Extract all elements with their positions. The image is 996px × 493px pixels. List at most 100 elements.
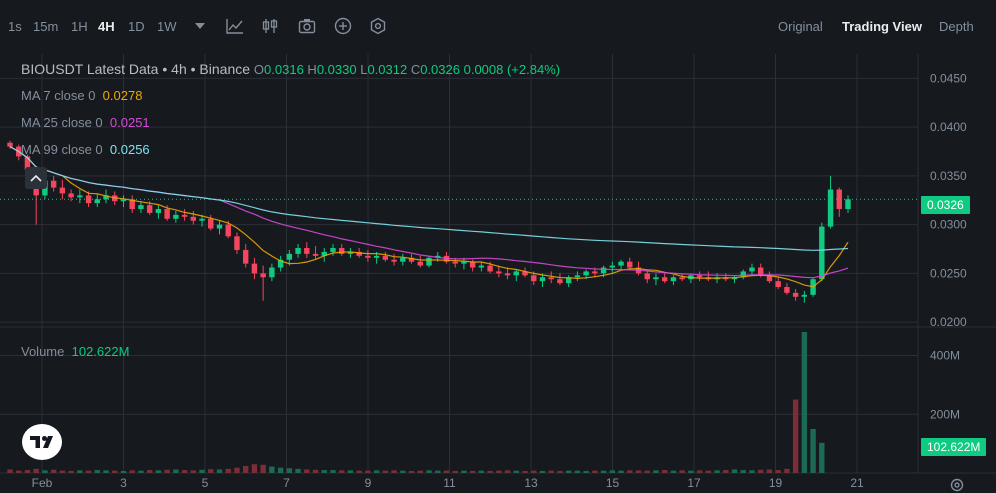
volume-bar xyxy=(592,470,598,473)
volume-bar xyxy=(77,470,83,473)
view-depth[interactable]: Depth xyxy=(939,19,974,34)
volume-bar xyxy=(312,469,319,473)
open-value: 0.0316 xyxy=(264,62,304,77)
candle-body xyxy=(670,277,677,282)
candle-body xyxy=(50,180,57,188)
candle-body xyxy=(356,251,362,256)
timeframe-1h[interactable]: 1H xyxy=(71,19,88,34)
candle-body xyxy=(146,205,153,213)
volume-bar xyxy=(208,469,214,473)
volume-bar xyxy=(548,470,554,473)
candle-body xyxy=(199,218,205,221)
last-price-tag: 0.0326 xyxy=(921,196,970,214)
legend-sep-1: • xyxy=(162,61,168,77)
volume-bar xyxy=(531,470,537,473)
candle-body xyxy=(653,277,659,280)
candle-body xyxy=(295,248,301,254)
volume-bar xyxy=(627,470,633,473)
candle-body xyxy=(251,263,258,274)
view-original[interactable]: Original xyxy=(778,19,823,34)
volume-bar xyxy=(661,470,668,473)
candle-body xyxy=(400,257,406,262)
chart-toolbar: 1s 15m 1H 4H 1D 1W Original Trading View Depth xyxy=(0,0,996,54)
volume-legend: Volume 102.622M xyxy=(21,344,129,359)
time-tick-label: 21 xyxy=(850,476,864,490)
indicator-icon[interactable] xyxy=(224,15,246,37)
candle-body xyxy=(565,277,572,284)
volume-bar xyxy=(199,469,205,473)
symbol-legend: BIOUSDT Latest Data • 4h • Binance O0.03… xyxy=(21,61,560,77)
last-volume-tag: 102.622M xyxy=(921,438,987,456)
volume-bar xyxy=(801,332,808,473)
view-trading-view[interactable]: Trading View xyxy=(842,19,922,34)
volume-bar xyxy=(286,468,293,473)
time-tick-label: 11 xyxy=(443,476,456,490)
candle-body xyxy=(208,218,214,229)
high-label: H xyxy=(307,62,317,77)
low-value: 0.0312 xyxy=(367,62,408,77)
timeframe-1d[interactable]: 1D xyxy=(128,19,145,34)
volume-bar xyxy=(242,465,249,473)
timeframe-1w[interactable]: 1W xyxy=(157,19,177,34)
volume-bar xyxy=(435,470,441,473)
plus-circle-icon[interactable] xyxy=(332,15,354,37)
ma99-value: 0.0256 xyxy=(109,142,150,157)
candle-type-icon[interactable] xyxy=(259,15,281,37)
candle-body xyxy=(504,273,511,276)
candle-body xyxy=(600,267,607,274)
time-tick-label: 9 xyxy=(365,476,372,490)
volume-bar xyxy=(181,470,188,473)
candle-body xyxy=(77,195,83,198)
volume-bar xyxy=(155,470,162,473)
volume-bar xyxy=(190,470,197,473)
volume-bar xyxy=(225,468,231,473)
timeframe-1s[interactable]: 1s xyxy=(8,19,22,34)
camera-icon[interactable] xyxy=(296,15,318,37)
chevron-down-icon[interactable] xyxy=(189,15,211,37)
volume-bar xyxy=(417,470,423,473)
candlestick-chart: 0.0450 0.0400 0.0350 0.0300 0.0250 0.0200 400M… xyxy=(0,54,996,490)
volume-bar xyxy=(574,470,581,473)
chart-settings-icon[interactable] xyxy=(948,477,966,493)
price-tick-label: 0.0400 xyxy=(930,120,967,134)
volume-bar xyxy=(731,469,738,473)
volume-bar xyxy=(792,399,799,473)
candle-body xyxy=(478,265,485,268)
collapse-legend-button[interactable] xyxy=(25,167,47,189)
timeframe-4h[interactable]: 4H xyxy=(98,19,115,34)
candle-body xyxy=(740,271,746,278)
volume-bar xyxy=(50,469,57,473)
candle-body xyxy=(845,199,851,210)
candle-body xyxy=(644,273,650,280)
volume-bar xyxy=(670,470,677,473)
candle-body xyxy=(627,261,633,268)
volume-bar xyxy=(557,470,563,473)
close-value: 0.0326 xyxy=(420,62,460,77)
volume-bar xyxy=(426,470,432,473)
candle-body xyxy=(164,209,170,219)
candle-body xyxy=(155,209,162,213)
volume-bar xyxy=(295,468,301,473)
candle-body xyxy=(260,273,266,278)
volume-bar xyxy=(714,470,720,473)
ma99-line xyxy=(9,146,849,251)
legend-symbol: BIOUSDT Latest Data xyxy=(21,61,159,77)
candle-body xyxy=(531,275,537,282)
candle-body xyxy=(452,261,458,264)
volume-bar xyxy=(356,470,362,473)
close-label: C xyxy=(410,62,421,77)
candle-body xyxy=(181,214,188,217)
timeframe-15m[interactable]: 15m xyxy=(33,19,59,34)
volume-bar xyxy=(758,469,764,473)
candle-body xyxy=(513,271,519,276)
settings-hex-icon[interactable] xyxy=(367,15,389,37)
time-tick-label: 17 xyxy=(687,476,701,490)
ma25-legend: MA 25 close 0 0.0251 xyxy=(21,115,150,130)
change-value: 0.0008 (+2.84%) xyxy=(463,62,561,77)
candle-body xyxy=(548,277,554,280)
ma99-legend: MA 99 close 0 0.0256 xyxy=(21,142,150,157)
candle-body xyxy=(487,265,493,272)
candle-body xyxy=(391,259,397,262)
volume-bar xyxy=(679,470,685,473)
candle-body xyxy=(679,277,685,280)
